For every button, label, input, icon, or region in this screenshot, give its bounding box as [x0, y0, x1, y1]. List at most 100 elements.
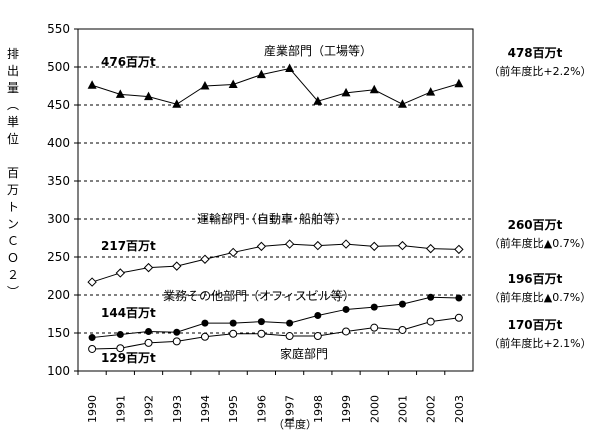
x-tick-label: 1998: [312, 395, 325, 423]
x-tick-label: 1991: [114, 395, 127, 423]
y-tick-label: 500: [47, 60, 70, 74]
y-tick-label: 550: [47, 22, 70, 36]
data-point: [284, 239, 295, 249]
data-point: [116, 331, 124, 339]
data-point: [87, 277, 97, 287]
end-value-label: 196百万t: [508, 272, 563, 286]
series-name-label: 産業部門（工場等）: [264, 43, 372, 58]
data-point: [257, 329, 266, 338]
data-point: [455, 294, 463, 302]
data-point: [256, 241, 267, 252]
data-point: [115, 268, 126, 278]
data-point: [228, 247, 238, 258]
end-change-note: （前年度比▲0.7%）: [489, 290, 591, 304]
y-axis-title: 排出量 ︵ 単位 百万トン Ｃ Ｏ ２ ︶: [6, 47, 19, 299]
data-point: [144, 338, 153, 347]
data-point: [172, 337, 181, 346]
end-value-label: 478百万t: [508, 46, 563, 60]
x-tick-label: 2003: [453, 395, 466, 423]
series-name-label: 業務その他部門（オフィスビル等）: [163, 288, 355, 303]
start-value-label: 217百万t: [101, 239, 156, 253]
end-value-label: 260百万t: [508, 218, 563, 232]
x-tick-label: 2000: [368, 395, 381, 423]
x-tick-label: 1995: [227, 395, 240, 423]
x-tick-label: 1997: [284, 395, 297, 423]
data-point: [115, 89, 125, 98]
data-point: [397, 240, 408, 251]
data-point: [341, 239, 351, 249]
data-point: [370, 323, 379, 332]
y-tick-label: 100: [47, 364, 70, 378]
data-point: [427, 293, 435, 301]
x-tick-label: 1992: [143, 395, 156, 423]
data-point: [257, 318, 265, 326]
data-point: [426, 87, 436, 96]
data-point: [229, 329, 238, 338]
x-tick-label: 1993: [171, 395, 184, 423]
y-tick-label: 200: [47, 288, 70, 302]
end-change-note: （前年度比+2.1%）: [488, 336, 591, 350]
series-line: [92, 296, 459, 339]
data-point: [313, 332, 322, 341]
data-point: [88, 344, 97, 353]
data-point: [172, 99, 182, 108]
data-point: [256, 69, 266, 79]
data-point: [426, 317, 435, 326]
end-value-label: 170百万t: [508, 318, 563, 332]
data-point: [313, 240, 323, 251]
data-point: [370, 303, 378, 311]
data-point: [143, 262, 154, 273]
data-point: [454, 78, 464, 88]
data-point: [228, 79, 238, 88]
data-point: [285, 63, 295, 73]
x-tick-label: 2002: [425, 395, 438, 423]
data-point: [398, 300, 406, 308]
data-point: [229, 319, 237, 327]
x-tick-label: 2001: [396, 395, 409, 423]
series-name-label: 運輸部門（自動車･船舶等）: [197, 211, 347, 226]
y-tick-label: 150: [47, 326, 70, 340]
data-point: [173, 328, 181, 336]
series-line: [91, 243, 459, 283]
x-tick-label: 1994: [199, 395, 212, 423]
data-point: [342, 305, 350, 313]
end-change-note: （前年度比▲0.7%）: [489, 236, 591, 250]
series-line: [92, 317, 459, 350]
y-tick-label: 250: [47, 250, 70, 264]
data-point: [398, 325, 407, 334]
data-point: [369, 241, 379, 252]
data-point: [144, 91, 154, 101]
start-value-label: 476百万t: [101, 55, 156, 69]
y-tick-label: 400: [47, 136, 70, 150]
data-point: [201, 319, 209, 327]
end-change-note: （前年度比+2.2%）: [488, 64, 591, 78]
x-tick-label: 1990: [86, 395, 99, 423]
start-value-label: 144百万t: [101, 306, 156, 320]
data-point: [341, 87, 351, 97]
data-point: [313, 96, 323, 105]
series-name-label: 家庭部門: [280, 346, 328, 361]
data-point: [200, 332, 209, 341]
data-point: [88, 334, 96, 342]
data-point: [200, 81, 210, 90]
data-point: [314, 312, 322, 320]
data-point: [397, 99, 407, 108]
y-tick-label: 450: [47, 98, 70, 112]
y-tick-label: 300: [47, 212, 70, 226]
data-point: [200, 254, 210, 264]
data-point: [342, 327, 351, 336]
x-axis-title: （年度）: [273, 417, 317, 431]
data-point: [454, 244, 464, 255]
data-point: [172, 261, 182, 271]
series-line: [91, 67, 460, 105]
data-point: [116, 344, 125, 353]
data-point: [285, 332, 294, 341]
x-tick-label: 1996: [255, 395, 268, 423]
data-point: [145, 327, 153, 335]
x-tick-label: 1999: [340, 395, 353, 423]
data-point: [454, 313, 463, 322]
data-point: [425, 243, 436, 254]
data-point: [369, 84, 379, 94]
data-point: [87, 80, 97, 89]
